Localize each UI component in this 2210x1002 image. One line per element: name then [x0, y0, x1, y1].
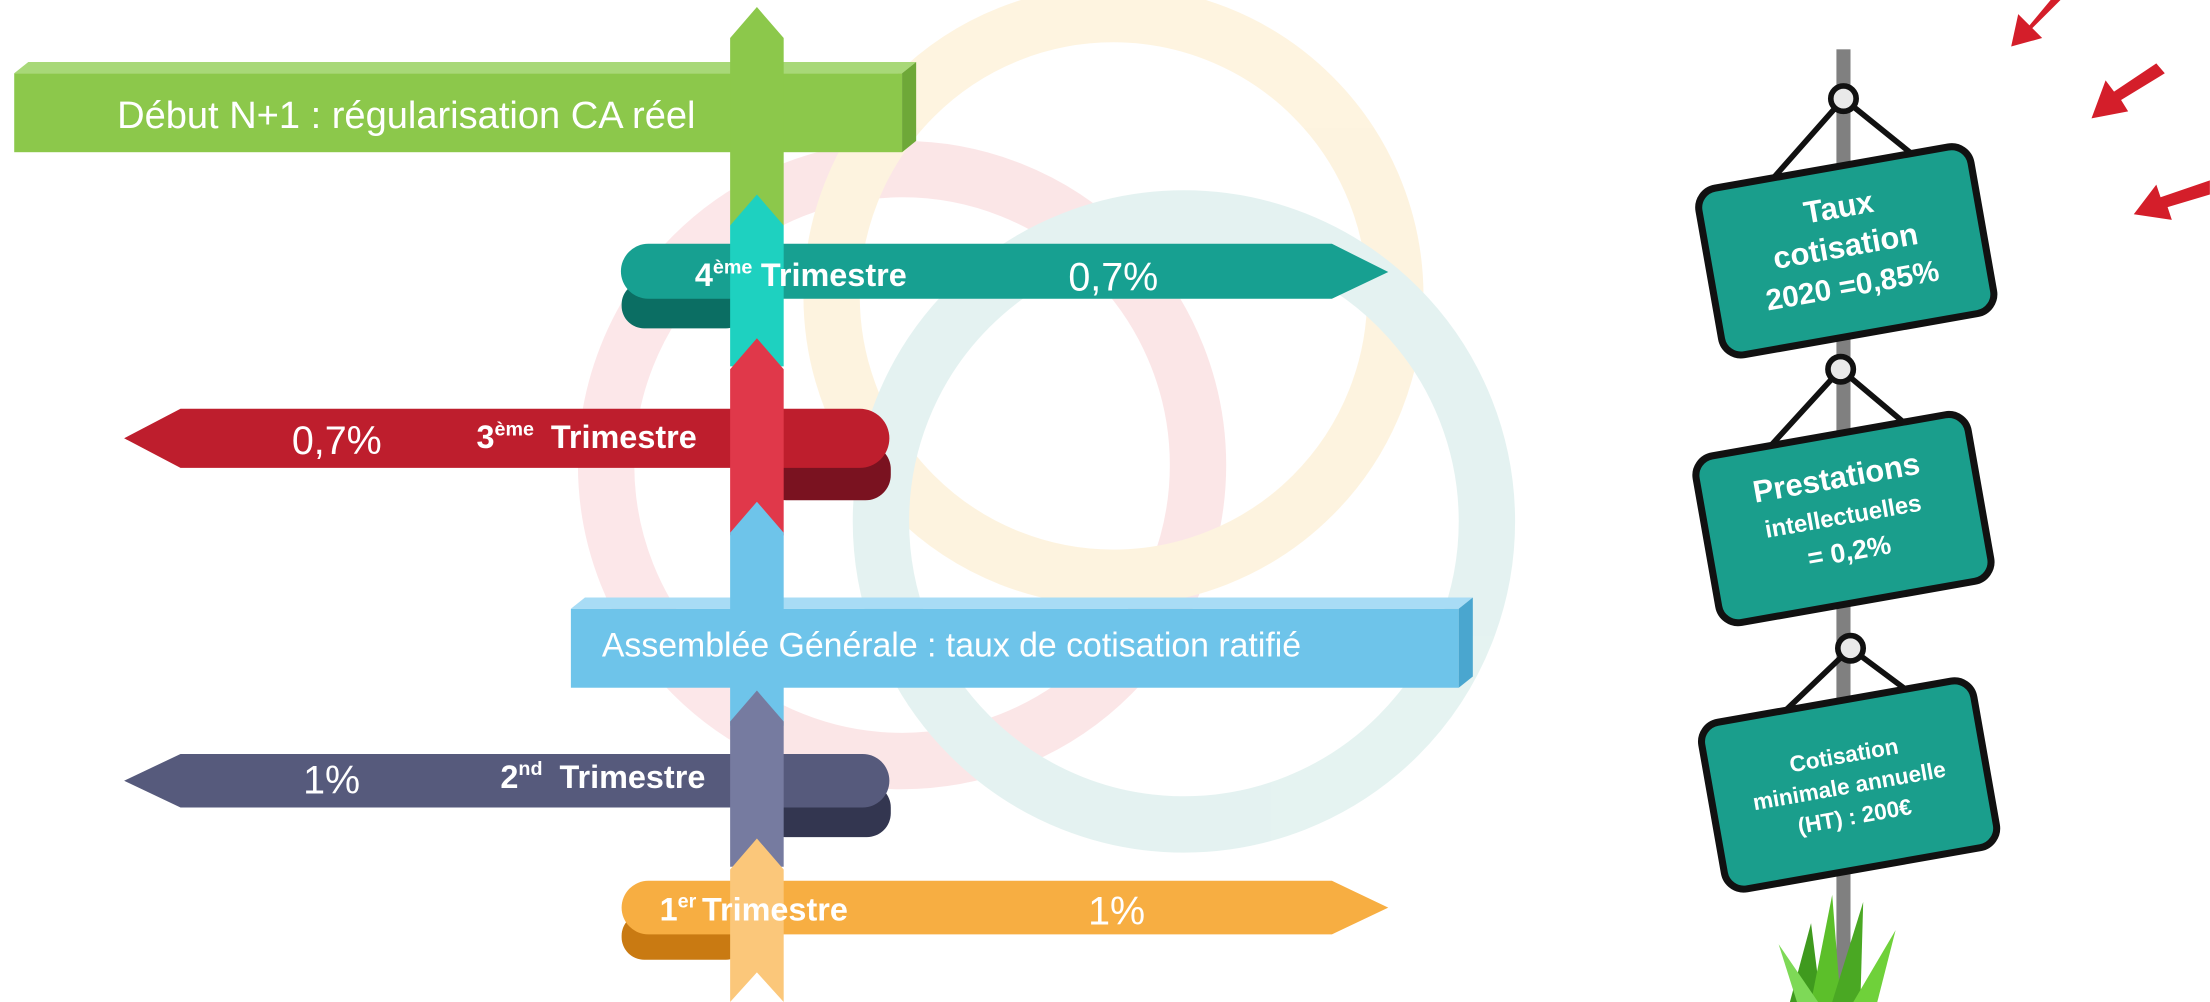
nail	[1831, 86, 1856, 111]
ordinal: 1	[660, 891, 678, 927]
nail	[1828, 357, 1853, 382]
banner-top	[571, 598, 1473, 609]
red-arrow	[2134, 180, 2210, 219]
banner-side	[902, 62, 916, 152]
banner-side	[1459, 598, 1473, 688]
quarter-word: Trimestre	[702, 891, 848, 927]
quarter-word: Trimestre	[559, 759, 705, 795]
ordinal: 4	[695, 257, 713, 293]
quarter-word: Trimestre	[761, 257, 907, 293]
ordinal: 3	[476, 419, 494, 455]
milestone: Assemblée Générale : taux de cotisation …	[602, 627, 1301, 665]
pointer-arrows	[2011, 0, 2210, 220]
sign: Prestations intellectuelles = 0,2%	[1693, 411, 1994, 626]
ordinal-suffix: nd	[518, 758, 542, 780]
quarter-rate: 0,7%	[1068, 255, 1158, 299]
nail	[1838, 636, 1863, 661]
quarter-rate: 1%	[303, 758, 360, 802]
ordinal: 2	[500, 759, 518, 795]
pole-segment	[730, 7, 784, 225]
ordinal-suffix: er	[678, 891, 697, 913]
grass-blade	[1811, 895, 1841, 1002]
sign: Cotisation minimale annuelle (HT) : 200€	[1698, 678, 1999, 893]
quarter-rate: 1%	[1088, 889, 1145, 933]
quarter-rate: 0,7%	[292, 419, 382, 463]
red-arrow	[2091, 63, 2164, 118]
ordinal-suffix: ème	[494, 418, 533, 440]
ordinal-suffix: ème	[713, 256, 752, 278]
red-arrow	[2011, 0, 2060, 47]
diagram: Début N+1 : régularisation CA réel 4èmeT…	[0, 0, 2210, 1002]
sign: Taux cotisation 2020 =0,85%	[1696, 144, 1997, 359]
quarter-word: Trimestre	[551, 419, 697, 455]
header-title: Début N+1 : régularisation CA réel	[117, 95, 695, 137]
